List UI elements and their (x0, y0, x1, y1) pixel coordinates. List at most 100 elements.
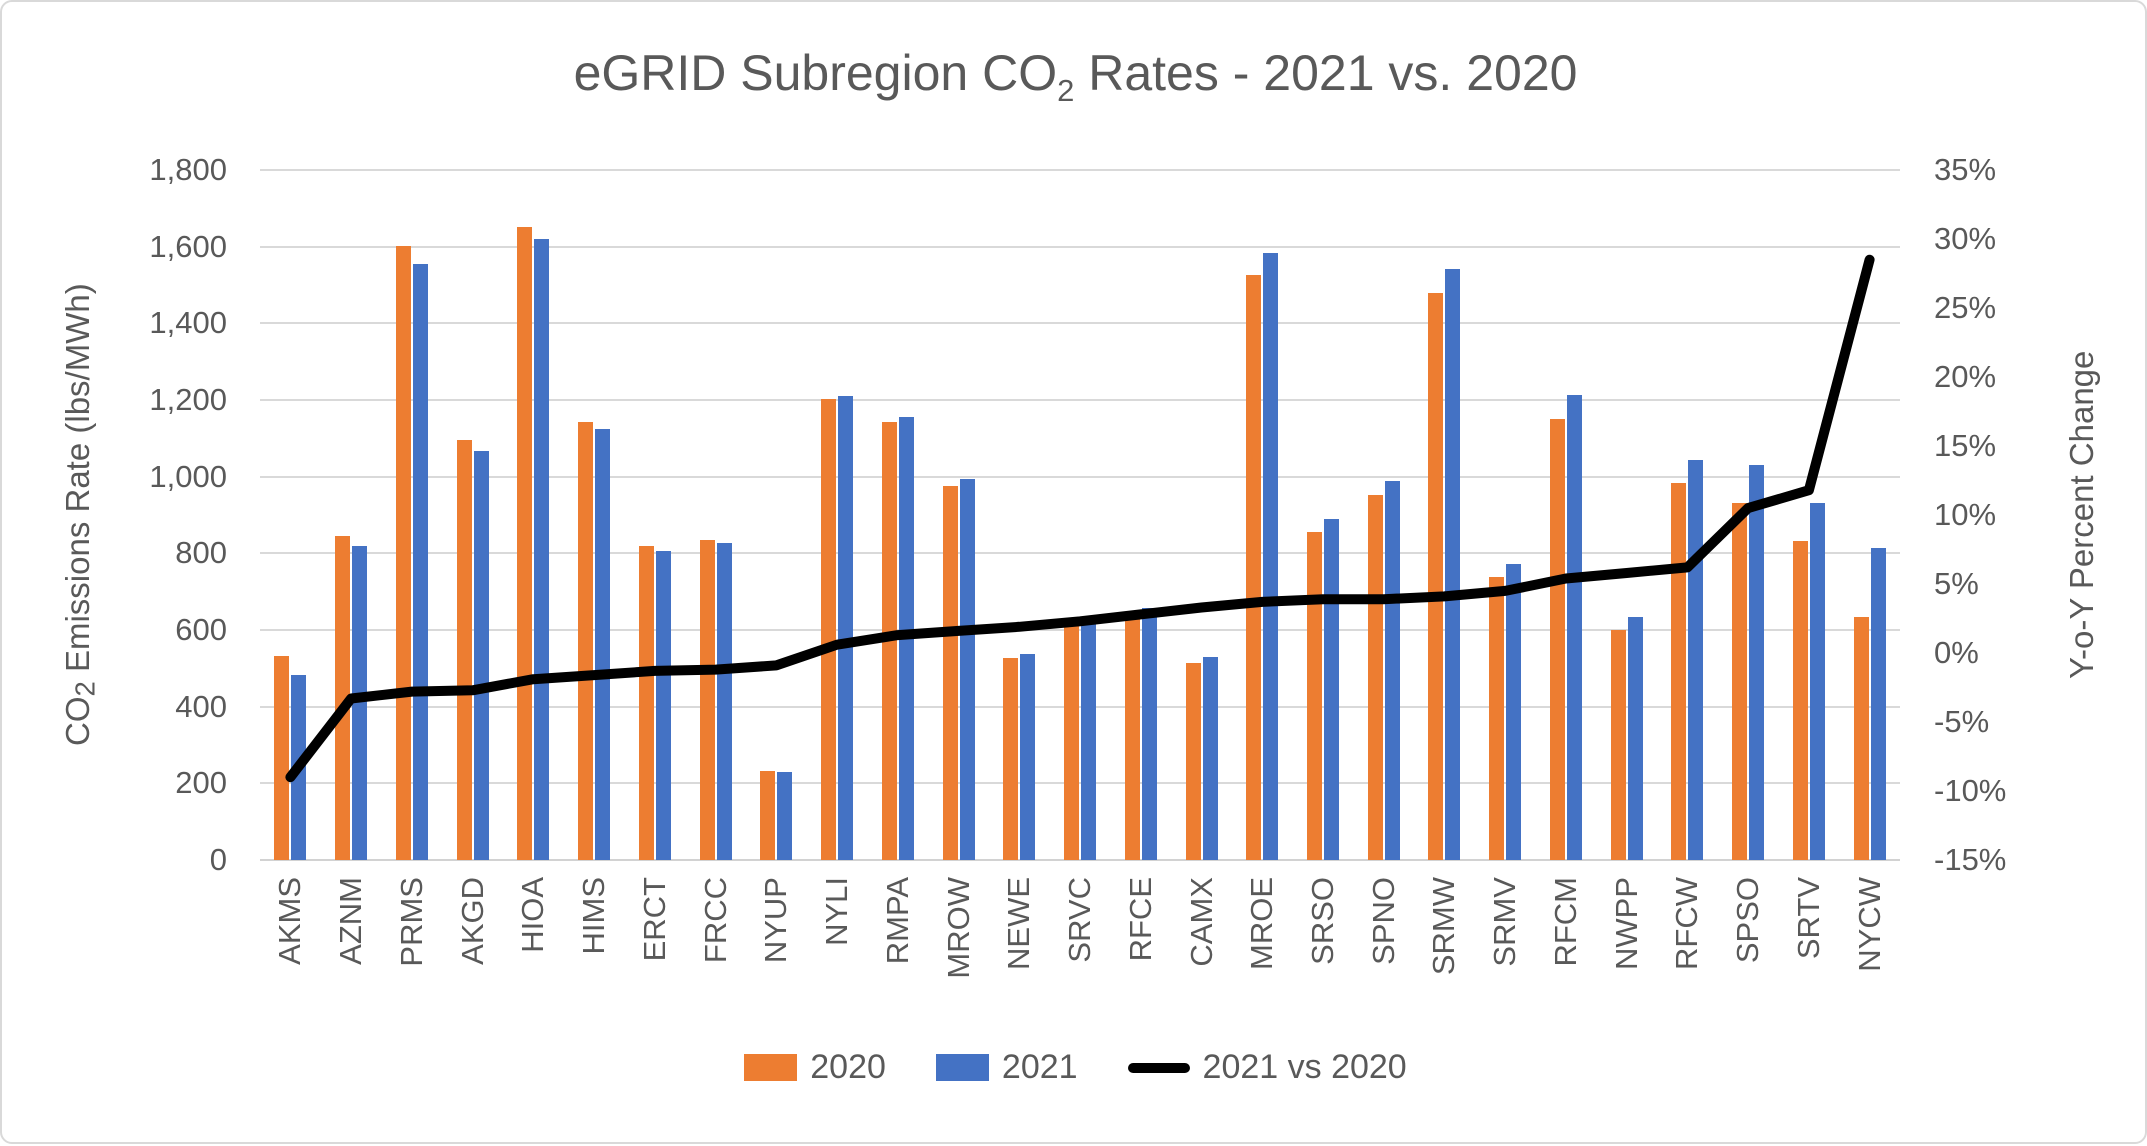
bar-2020-RFCM (1549, 419, 1565, 860)
x-axis-label-SPNO: SPNO (1365, 877, 1401, 965)
x-axis-label-RMPA: RMPA (879, 877, 915, 965)
left-axis-tick-label: 1,400 (149, 305, 227, 340)
legend: 2020 2021 2021 vs 2020 (2, 1048, 2147, 1087)
right-axis-tick-label: 30% (1934, 221, 1997, 256)
bar-2020-NYUP (760, 770, 776, 860)
bar-2020-CAMX (1185, 663, 1201, 860)
gridline (260, 552, 1900, 554)
bar-2020-ERCT (638, 546, 654, 860)
bar-2021-CAMX (1202, 656, 1218, 860)
bar-2020-SPNO (1367, 495, 1383, 860)
bar-2021-AZNM (352, 546, 368, 860)
x-axis-label-MROE: MROE (1244, 877, 1280, 970)
bar-2020-NYLI (821, 398, 836, 860)
legend-label-2021: 2021 (1001, 1048, 1078, 1086)
bar-2020-SRSO (1307, 531, 1322, 860)
bar-2021-SRVC (1081, 616, 1096, 860)
x-axis-label-PRMS: PRMS (393, 877, 429, 967)
gridline (260, 169, 1900, 171)
bar-2021-RFCE (1141, 608, 1157, 860)
x-axis-label-AKGD: AKGD (454, 877, 490, 965)
bar-2021-SPNO (1384, 481, 1400, 860)
x-axis-label-SRMV: SRMV (1487, 877, 1523, 967)
bar-2020-RFCW (1671, 483, 1687, 860)
bar-2020-MROW (942, 485, 958, 860)
bar-2020-NEWE (1003, 658, 1019, 860)
bar-2021-MROE (1263, 253, 1279, 860)
bar-2021-HIMS (595, 429, 611, 860)
right-axis-tick-label: 0% (1934, 635, 1979, 670)
right-axis-tick-label: -5% (1934, 704, 1990, 739)
legend-item-2021: 2021 (935, 1048, 1078, 1087)
right-axis-tick-label: -10% (1934, 773, 2007, 808)
gridline (260, 782, 1900, 784)
x-axis-label-HIOA: HIOA (515, 877, 551, 953)
gridline (260, 706, 1900, 708)
legend-label-2021-vs-2020: 2021 vs 2020 (1202, 1048, 1407, 1086)
percent-change-line (285, 254, 1875, 783)
bar-2020-FRCC (699, 539, 715, 860)
bar-2020-NWPP (1610, 630, 1626, 860)
left-axis-tick-label: 600 (175, 612, 227, 647)
x-axis-label-MROW: MROW (940, 877, 976, 979)
bar-2021-MROW (959, 479, 975, 860)
chart-title-subscript: 2 (1057, 73, 1075, 108)
right-axis-tick-label: 10% (1934, 497, 1997, 532)
x-axis-label-SRSO: SRSO (1305, 877, 1340, 965)
bar-2021-PRMS (412, 263, 428, 860)
left-axis-tick-label: 400 (175, 689, 227, 724)
x-axis-label-AZNM: AZNM (333, 877, 369, 965)
x-axis-label-NEWE: NEWE (1001, 877, 1037, 970)
bar-2021-NYUP (777, 771, 793, 860)
bar-2020-HIMS (578, 422, 594, 860)
x-axis-label-SRTV: SRTV (1790, 877, 1826, 960)
x-axis-label-NYCW: NYCW (1851, 877, 1887, 972)
bar-2021-SRMV (1506, 564, 1522, 860)
x-axis-label-NYLI: NYLI (819, 877, 854, 946)
bar-2021-FRCC (716, 543, 732, 860)
bar-2021-NEWE (1020, 654, 1036, 860)
bar-2021-SRMW (1445, 269, 1461, 860)
legend-swatch-2021 (935, 1054, 989, 1081)
bar-2021-NYCW (1870, 547, 1886, 860)
x-axis-label-ERCT: ERCT (636, 877, 672, 962)
legend-line-swatch (1127, 1062, 1190, 1073)
gridline (260, 322, 1900, 324)
left-axis-tick-label: 1,200 (149, 382, 227, 417)
right-axis-tick-label: 35% (1934, 152, 1997, 187)
bar-2021-SPSO (1749, 465, 1765, 860)
bar-2020-AZNM (335, 535, 351, 860)
x-axis-label-SRMW: SRMW (1426, 877, 1462, 976)
x-axis-label-RFCW: RFCW (1669, 877, 1705, 970)
bar-2021-ERCT (655, 550, 671, 860)
bar-2020-SRVC (1064, 622, 1079, 860)
left-axis-tick-label: 1,000 (149, 459, 227, 494)
bar-2020-AKGD (456, 439, 472, 860)
bar-2020-SRTV (1792, 540, 1808, 860)
right-axis-tick-label: 20% (1934, 359, 1997, 394)
bar-2020-PRMS (395, 246, 411, 860)
x-axis-label-RFCE: RFCE (1122, 877, 1158, 962)
bar-2021-NWPP (1627, 616, 1643, 860)
right-axis-tick-label: -15% (1934, 842, 2007, 877)
x-axis-label-NWPP: NWPP (1608, 877, 1644, 970)
x-axis-label-FRCC: FRCC (697, 877, 733, 964)
gridline (260, 399, 1900, 401)
chart-title: eGRID Subregion CO2 Rates - 2021 vs. 202… (2, 44, 2147, 109)
bar-2020-HIOA (517, 226, 533, 860)
bar-2021-NYLI (838, 396, 853, 860)
x-axis-label-AKMS: AKMS (272, 877, 308, 965)
right-axis-tick-label: 5% (1934, 566, 1979, 601)
bar-2020-MROE (1246, 274, 1262, 860)
bar-2020-NYCW (1853, 617, 1869, 860)
left-axis-tick-label: 1,800 (149, 152, 227, 187)
x-axis-label-RFCM: RFCM (1547, 877, 1583, 967)
right-axis-tick-label: 15% (1934, 428, 1997, 463)
legend-swatch-2020 (744, 1054, 798, 1081)
left-axis-tick-label: 800 (175, 535, 227, 570)
legend-label-2020: 2020 (810, 1048, 886, 1086)
bar-2021-RFCM (1566, 395, 1582, 860)
gridline (260, 246, 1900, 248)
